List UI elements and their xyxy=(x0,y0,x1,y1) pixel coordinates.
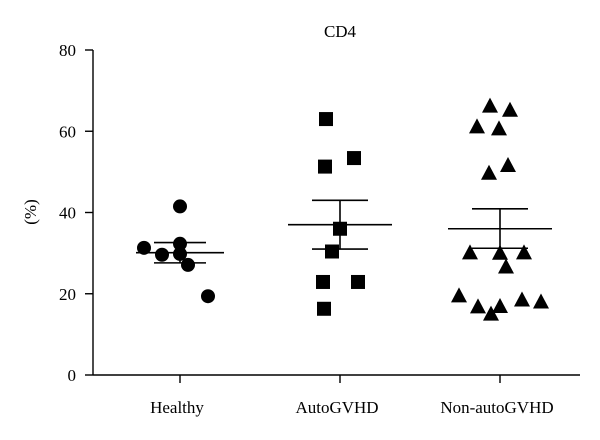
data-point-triangle xyxy=(491,120,507,136)
data-points xyxy=(137,97,549,321)
data-point-triangle xyxy=(451,287,467,303)
x-axis-ticks: Healthy AutoGVHD Non-autoGVHD xyxy=(150,375,554,417)
data-point-circle xyxy=(201,289,215,304)
data-point-triangle xyxy=(469,118,485,134)
y-tick-label: 40 xyxy=(59,204,76,223)
data-point-triangle xyxy=(482,97,498,113)
y-axis-label: (%) xyxy=(21,199,40,224)
data-point-triangle xyxy=(516,244,532,260)
data-point-triangle xyxy=(481,164,497,180)
y-tick-label: 80 xyxy=(59,41,76,60)
chart-title: CD4 xyxy=(324,22,357,41)
data-point-square xyxy=(351,274,365,289)
data-point-square xyxy=(347,151,361,166)
data-point-square xyxy=(316,274,330,289)
y-tick-label: 60 xyxy=(59,122,76,141)
data-point-square xyxy=(318,159,332,174)
y-axis-ticks: 0 20 40 60 80 xyxy=(59,41,93,385)
data-point-triangle xyxy=(502,101,518,117)
data-point-triangle xyxy=(470,298,486,314)
data-point-triangle xyxy=(462,244,478,260)
x-tick-label: AutoGVHD xyxy=(295,398,378,417)
data-point-triangle xyxy=(483,305,499,321)
data-point-circle xyxy=(173,236,187,251)
data-point-triangle xyxy=(492,297,508,313)
y-tick-label: 20 xyxy=(59,285,76,304)
data-point-circle xyxy=(155,247,169,262)
data-point-circle xyxy=(173,199,187,214)
data-point-circle xyxy=(137,240,151,255)
y-tick-label: 0 xyxy=(68,366,77,385)
data-point-square xyxy=(325,244,339,259)
x-tick-label: Healthy xyxy=(150,398,204,417)
data-point-triangle xyxy=(492,244,508,260)
data-point-triangle xyxy=(514,291,530,307)
data-point-circle xyxy=(181,257,195,272)
data-point-square xyxy=(319,112,333,127)
data-point-triangle xyxy=(498,258,514,274)
data-point-triangle xyxy=(533,293,549,309)
data-point-square xyxy=(333,221,347,236)
data-point-square xyxy=(317,301,331,316)
x-tick-label: Non-autoGVHD xyxy=(440,398,553,417)
data-point-circle xyxy=(173,246,187,261)
data-point-triangle xyxy=(500,156,516,172)
